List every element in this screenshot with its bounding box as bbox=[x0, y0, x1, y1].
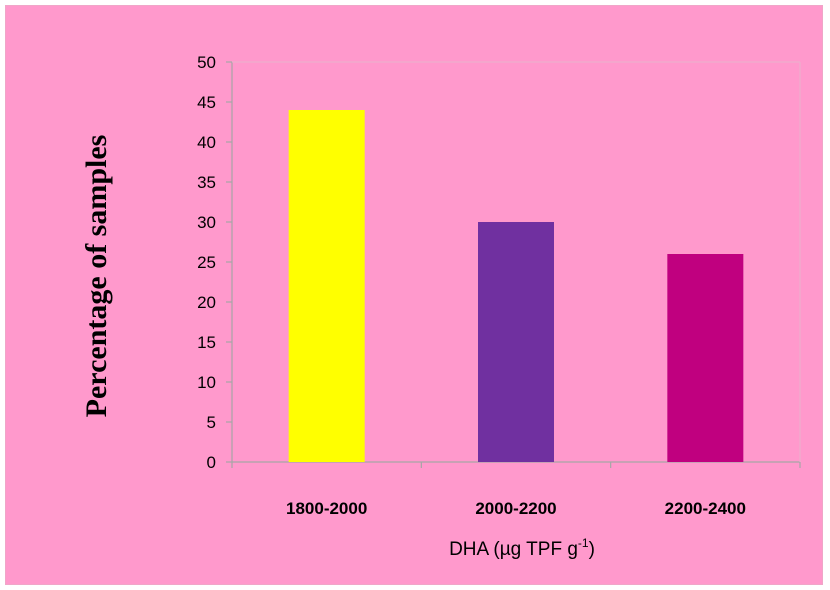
y-tick-label: 25 bbox=[197, 253, 216, 272]
y-tick-label: 10 bbox=[197, 373, 216, 392]
plot-area: 0 5 10 15 20 25 30 35 40 45 50 1800-2000 2000-2200 2… bbox=[197, 53, 801, 518]
x-axis-label-superscript: -1 bbox=[578, 536, 589, 550]
x-category-labels: 1800-2000 2000-2200 2200-2400 bbox=[286, 499, 746, 518]
y-tick-label: 0 bbox=[207, 453, 216, 472]
category-label: 2000-2200 bbox=[475, 499, 556, 518]
x-axis-label: DHA (µg TPF g-1) bbox=[449, 536, 595, 560]
bar-2200-2400 bbox=[667, 254, 744, 462]
bar-1800-2000 bbox=[288, 110, 365, 462]
y-tick-label: 45 bbox=[197, 93, 216, 112]
y-tick-label: 20 bbox=[197, 293, 216, 312]
y-tick-label: 40 bbox=[197, 133, 216, 152]
y-tick-label: 5 bbox=[207, 413, 216, 432]
category-label: 2200-2400 bbox=[665, 499, 746, 518]
y-tick-label: 50 bbox=[197, 53, 216, 72]
bars bbox=[288, 110, 744, 462]
y-axis-ticks: 0 5 10 15 20 25 30 35 40 45 50 bbox=[197, 53, 232, 472]
y-axis-label: Percentage of samples bbox=[80, 135, 113, 418]
bar-2000-2200 bbox=[478, 222, 554, 462]
x-axis-ticks bbox=[231, 462, 801, 468]
y-tick-label: 15 bbox=[197, 333, 216, 352]
x-axis-label-end: ) bbox=[589, 539, 595, 560]
x-axis-label-main: DHA (µg TPF g bbox=[449, 539, 578, 560]
y-tick-label: 30 bbox=[197, 213, 216, 232]
y-tick-label: 35 bbox=[197, 173, 216, 192]
category-label: 1800-2000 bbox=[286, 499, 367, 518]
